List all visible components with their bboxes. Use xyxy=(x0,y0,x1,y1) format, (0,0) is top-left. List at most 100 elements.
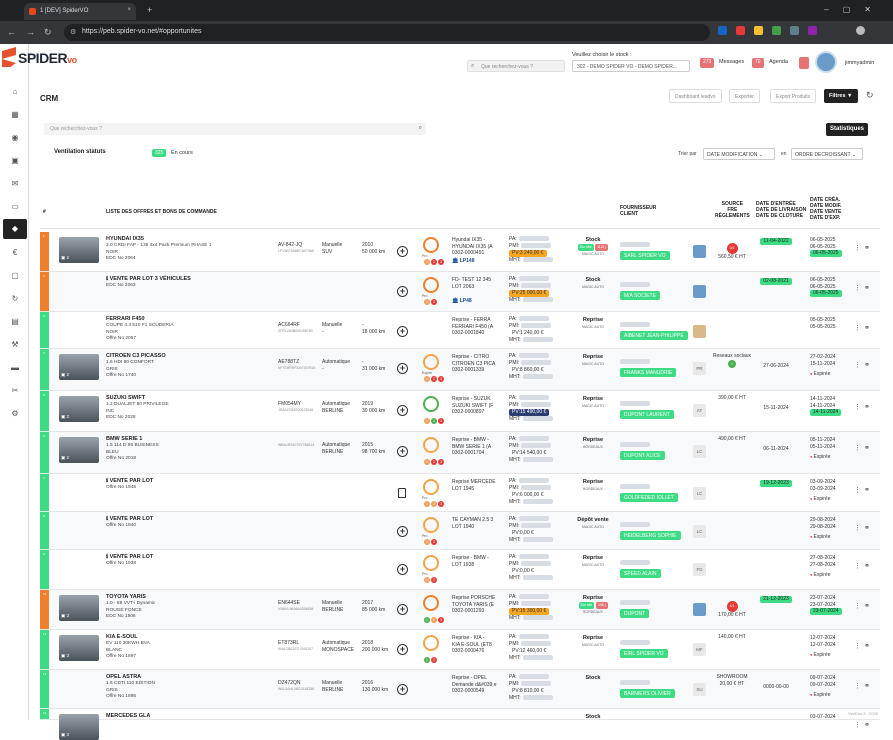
crm-icon[interactable]: ◆ xyxy=(3,219,27,239)
handshake-icon[interactable]: ⚭ xyxy=(864,525,870,532)
table-row[interactable]: 2 ℹ VENTE PAR LOT 3 VÉHICULES EDC No 2063 +… xyxy=(40,272,880,312)
back-icon[interactable]: ← xyxy=(7,27,16,37)
offer-title[interactable]: ℹ VENTE PAR LOT 3 VÉHICULES xyxy=(106,276,191,282)
car-icon[interactable]: ▭ xyxy=(11,202,19,211)
reprise-info[interactable]: Reprise - OPEL Demande d&#039;e 0302-000… xyxy=(452,675,497,695)
progress-donut[interactable] xyxy=(423,277,439,293)
handshake-icon[interactable]: ⚭ xyxy=(864,325,870,332)
supplier-badge[interactable]: SARL SPIDER VO xyxy=(620,251,670,260)
wrench-icon[interactable]: ⚒ xyxy=(11,340,19,349)
seller-avatar[interactable]: MF xyxy=(693,643,706,656)
table-row[interactable]: 8 ℹ VENTE PAR LOT Offre No 1940 + Pro 1 2 TE CA… xyxy=(40,512,880,550)
global-search-input[interactable]: ⌕ Que recherchez-vous ? xyxy=(467,60,565,72)
progress-donut[interactable] xyxy=(423,555,439,571)
reprise-info[interactable]: Reprise - KIA - KIA E-SOUL (ET8 0302-000… xyxy=(452,635,492,655)
add-action-button[interactable]: + xyxy=(397,446,408,457)
handshake-icon[interactable]: ⚭ xyxy=(864,404,870,411)
stock-status[interactable]: Stock xyxy=(585,675,601,681)
briefcase-icon[interactable]: ▣ xyxy=(11,156,19,165)
table-row[interactable]: 11 ▣ 3 KIA E-SOUL EV 110 30KWH BVA BLANC Offr… xyxy=(40,630,880,670)
extension-icon[interactable] xyxy=(718,26,727,35)
user-icon[interactable]: ◉ xyxy=(11,133,19,142)
truck-icon[interactable]: ▬ xyxy=(11,363,19,372)
supplier-badge[interactable]: HEIDELBERG SOPHIE xyxy=(620,531,681,540)
table-row[interactable]: 13 ▣ 3 MERCEDES GLA Stock 03-07-2024 ⋮ ⚭ xyxy=(40,709,880,740)
vehicle-photo[interactable]: ▣ 2 xyxy=(59,237,99,263)
offer-title[interactable]: CITROEN C3 PICASSO xyxy=(106,353,166,359)
handshake-icon[interactable]: ⚭ xyxy=(864,683,870,690)
stock-status[interactable]: Reprise MAGIC AUTO xyxy=(582,317,604,329)
table-row[interactable]: 5 ▣ 2 SUZUKI SWIFT 1.2 DUALJET 90 PRIVILEGE… xyxy=(40,391,880,432)
more-options-icon[interactable]: ⋮ xyxy=(854,683,861,690)
more-options-icon[interactable]: ⋮ xyxy=(854,445,861,452)
stock-status[interactable]: Reprise MAGIC AUTO xyxy=(582,396,604,408)
reprise-info[interactable]: Reprise - BMW - BMW SERIE 1 (A 0302-0001… xyxy=(452,437,492,457)
supplier-badge[interactable]: GOLDFEDED IOLLET xyxy=(620,493,678,502)
extension-icon[interactable] xyxy=(808,26,817,35)
supplier-badge[interactable]: DUPONT xyxy=(620,609,650,618)
ventilation-count-badge[interactable]: 325 xyxy=(152,149,167,157)
tools-icon[interactable]: ✂ xyxy=(11,386,19,395)
reprise-info[interactable]: Reprise - CITRO CITROEN C3 PICA 0302-000… xyxy=(452,354,496,374)
filters-button[interactable]: Filtres ▼ xyxy=(824,89,858,103)
messages-link[interactable]: Messages xyxy=(719,59,745,65)
reload-icon[interactable]: ↻ xyxy=(44,27,52,37)
offer-title[interactable]: SUZUKI SWIFT xyxy=(106,395,146,401)
home-icon[interactable]: ⌂ xyxy=(12,87,18,96)
more-options-icon[interactable]: ⋮ xyxy=(854,487,861,494)
stock-status[interactable]: Stock Sur site 1121 j MAGIC AUTO xyxy=(577,237,609,256)
table-row[interactable]: 9 ℹ VENTE PAR LOT Offre No 1938 + Pro 1 2 Repri… xyxy=(40,550,880,590)
add-action-button[interactable]: + xyxy=(397,326,408,337)
vehicle-photo[interactable]: ▣ 3 xyxy=(59,595,99,621)
add-action-button[interactable]: + xyxy=(397,246,408,257)
offer-title[interactable]: ℹ VENTE PAR LOT xyxy=(106,554,154,560)
handshake-icon[interactable]: ⚭ xyxy=(864,445,870,452)
supplier-badge[interactable]: M/A SOCIETE xyxy=(620,291,660,300)
more-options-icon[interactable]: ⋮ xyxy=(854,285,861,292)
vehicle-photo[interactable]: ▣ 2 xyxy=(59,354,99,380)
table-row[interactable]: 3 FERRARI F450 COUPE 4.3 510 F1 SCUDERIA NO… xyxy=(40,312,880,349)
stock-select[interactable]: 302 - DEMO SPIDER VO - DEMO SPIDER... xyxy=(572,60,690,72)
extension-icon[interactable] xyxy=(790,26,799,35)
more-options-icon[interactable]: ⋮ xyxy=(854,525,861,532)
reprise-info[interactable]: TE CAYMAN 2.5 3 LOT 1940 xyxy=(452,517,494,530)
reprise-info[interactable]: Reprise - SUZUK SUZUKI SWIFT (F 0302-000… xyxy=(452,396,494,416)
export-button[interactable]: Exporter xyxy=(729,89,760,103)
add-action-button[interactable]: + xyxy=(397,604,408,615)
close-tab-icon[interactable]: × xyxy=(127,7,131,13)
seller-avatar[interactable] xyxy=(693,245,706,258)
stock-status[interactable]: Reprise Sur site 498 j BORDEAUX xyxy=(578,595,608,614)
reprise-info[interactable]: Reprise - FERRA FERRARI F450 (A 0302-000… xyxy=(452,317,494,337)
table-row[interactable]: 1 ▣ 2 HYUNDAI IX35 2.0 CRDI FAP - 136 4x4 P… xyxy=(40,232,880,272)
forward-icon[interactable]: → xyxy=(26,27,35,37)
reprise-info[interactable]: FD- TEST 12 345 LOT 2063 xyxy=(452,277,491,290)
handshake-icon[interactable]: ⚭ xyxy=(864,563,870,570)
seller-avatar[interactable]: LC xyxy=(693,487,706,500)
window-controls[interactable]: –▢✕ xyxy=(824,5,885,14)
add-action-button[interactable]: + xyxy=(397,363,408,374)
handshake-icon[interactable]: ⚭ xyxy=(864,362,870,369)
offer-title[interactable]: ℹ VENTE PAR LOT xyxy=(106,516,154,522)
table-row[interactable]: 12 OPEL ASTRA 1.6 CDTI 110 EDITION GRIS Offr… xyxy=(40,670,880,709)
user-avatar[interactable] xyxy=(815,51,837,73)
table-row[interactable]: 10 ▣ 3 TOYOTA YARIS 1.0 - 69 VVT-i Dynamic R… xyxy=(40,590,880,630)
image-icon[interactable]: ▤ xyxy=(11,317,19,326)
browser-tab[interactable]: 1 [DEV] SpiderVO × xyxy=(24,3,136,20)
calendar-icon[interactable]: ▦ xyxy=(11,110,19,119)
progress-donut[interactable] xyxy=(423,237,439,253)
stock-status[interactable]: Reprise MAGIC AUTO xyxy=(582,354,604,366)
profile-icon[interactable] xyxy=(856,26,865,35)
supplier-badge[interactable]: AIBENET JEAN-PHILIPPE xyxy=(620,331,688,340)
add-action-button[interactable]: + xyxy=(397,286,408,297)
seller-avatar[interactable]: SU xyxy=(693,683,706,696)
seller-avatar[interactable]: FD xyxy=(693,563,706,576)
offer-title[interactable]: BMW SERIE 1 xyxy=(106,436,143,442)
vehicle-photo[interactable]: ▣ 2 xyxy=(59,396,99,422)
offer-title[interactable]: TOYOTA YARIS xyxy=(106,594,146,600)
progress-donut[interactable] xyxy=(423,595,439,611)
add-action-button[interactable]: + xyxy=(397,564,408,575)
offer-title[interactable]: ℹ VENTE PAR LOT xyxy=(106,478,154,484)
reprise-info[interactable]: Hyundai IX35 - HYUNDAI IX35 (A 0302-0000… xyxy=(452,237,493,257)
offer-title[interactable]: OPEL ASTRA xyxy=(106,674,142,680)
offer-title[interactable]: KIA E-SOUL xyxy=(106,634,138,640)
